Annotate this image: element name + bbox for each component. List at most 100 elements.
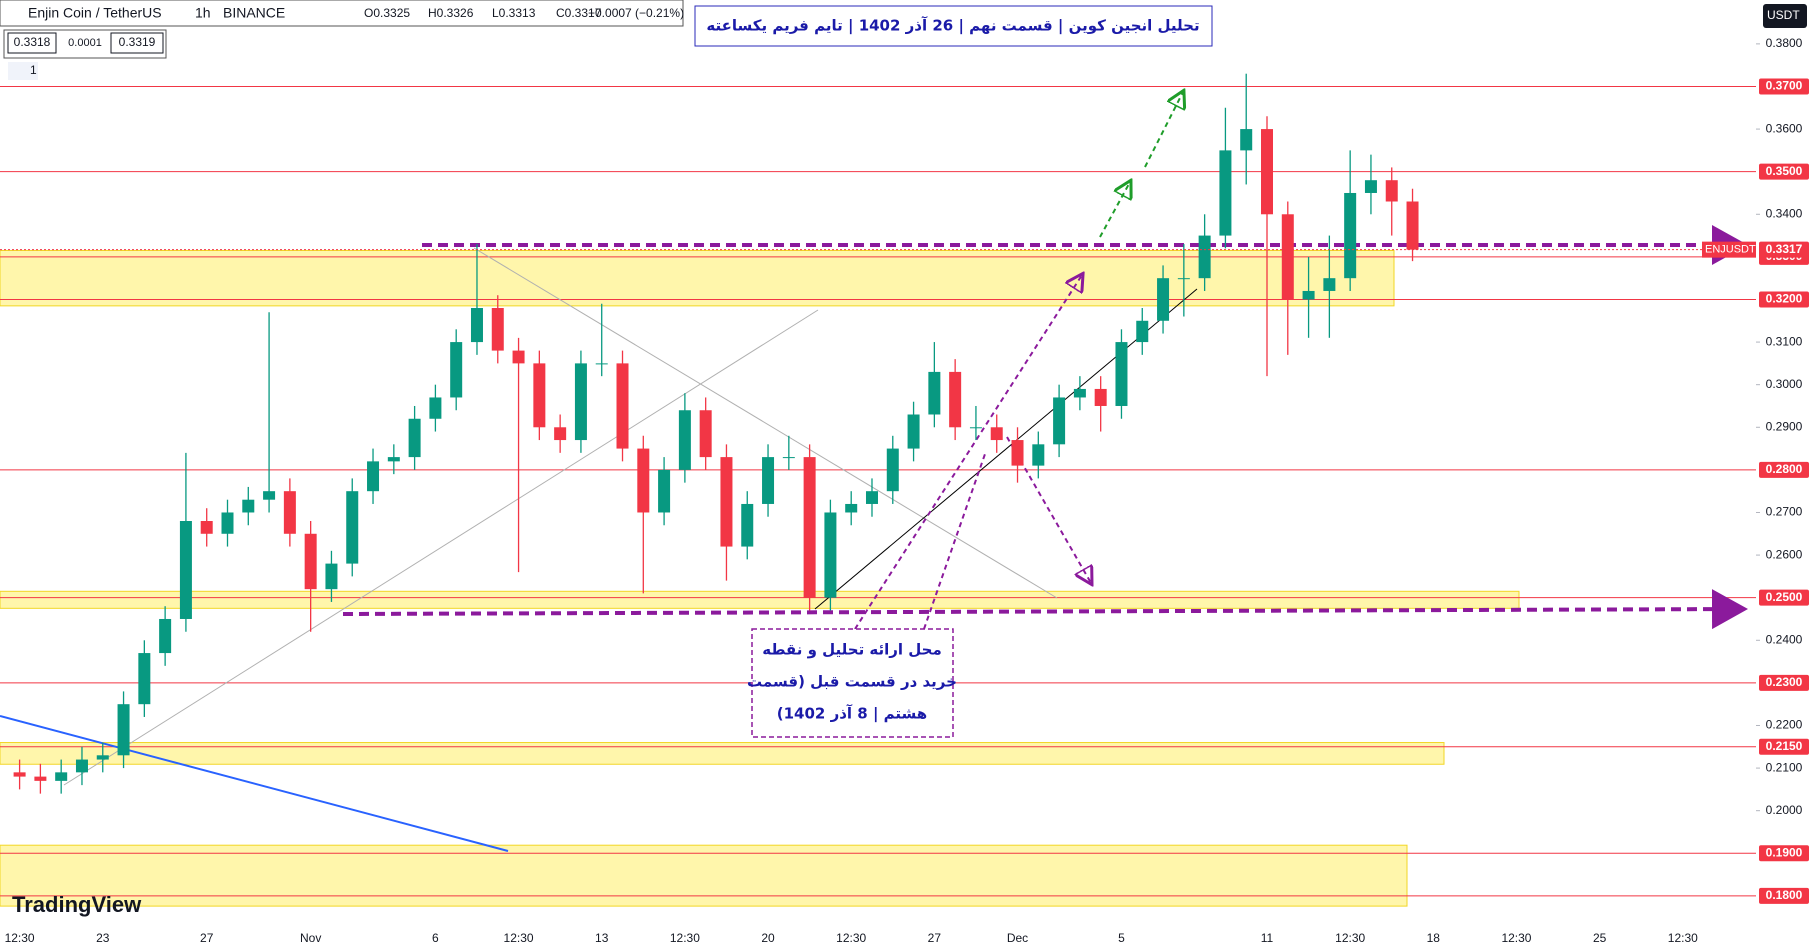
ohlc-high: H0.3326 xyxy=(428,6,474,20)
level-label-bg xyxy=(1759,589,1809,606)
time-axis xyxy=(0,924,1756,952)
ohlc-change: −0.0007 (−0.21%) xyxy=(588,6,684,20)
chart-title: تحلیل انجین کوین | قسمت نهم | 26 آذر 140… xyxy=(706,17,1199,36)
candle-body xyxy=(470,308,483,343)
y-tick-label: 0.3600 xyxy=(1766,121,1803,135)
candle-body xyxy=(1053,397,1066,445)
x-tick-label: 12:30 xyxy=(1501,931,1531,945)
spread: 0.0001 xyxy=(68,37,102,49)
candle-body xyxy=(138,653,151,705)
x-tick-label: 6 xyxy=(432,931,439,945)
candle-body xyxy=(325,563,338,590)
x-tick-label: 20 xyxy=(761,931,775,945)
x-tick-label: Dec xyxy=(1007,931,1028,945)
candle-body xyxy=(1157,278,1170,321)
candle-body xyxy=(34,776,47,781)
y-tick-label: 0.3400 xyxy=(1766,206,1803,220)
level-label: 0.3500 xyxy=(1766,164,1803,178)
candle-body xyxy=(346,491,359,564)
level-label-bg xyxy=(1759,461,1809,478)
candle-body xyxy=(886,448,899,492)
candle-body xyxy=(1406,201,1419,250)
y-tick-label: 0.3000 xyxy=(1766,377,1803,391)
last-price-label: 0.3317 xyxy=(1766,242,1803,256)
indicators-toggle[interactable] xyxy=(8,62,38,80)
candle-body xyxy=(512,350,525,364)
x-tick-label: 5 xyxy=(1118,931,1125,945)
x-tick-label: 12:30 xyxy=(5,931,35,945)
candle-body xyxy=(637,448,650,513)
candle-body xyxy=(242,499,255,513)
level-label: 0.2800 xyxy=(1766,462,1803,476)
candle-body xyxy=(928,371,941,415)
candle-body xyxy=(1073,388,1086,398)
zone xyxy=(0,742,1445,765)
x-tick-label: 12:30 xyxy=(670,931,700,945)
candle-body xyxy=(1364,180,1377,193)
y-tick-label: 0.2400 xyxy=(1766,632,1803,646)
bid-box xyxy=(7,32,57,54)
y-tick-label: 0.2200 xyxy=(1766,718,1803,732)
indicators-count: 1 xyxy=(30,63,37,77)
ask-box xyxy=(110,32,164,54)
level-label-bg xyxy=(1759,887,1809,904)
level-label: 0.2500 xyxy=(1766,590,1803,604)
trend-line xyxy=(0,715,509,852)
zone xyxy=(0,844,1408,907)
level-label: 0.1800 xyxy=(1766,888,1803,902)
candle-body xyxy=(678,410,691,470)
drawings xyxy=(0,92,1748,852)
interval: 1h xyxy=(195,5,211,21)
candle-body xyxy=(408,418,421,458)
level-label-bg xyxy=(1759,291,1809,308)
level-label-bg xyxy=(1759,78,1809,95)
ask[interactable]: 0.3319 xyxy=(119,35,156,49)
zone xyxy=(0,590,1520,609)
candle-body xyxy=(782,457,795,459)
y-tick-label: 0.2100 xyxy=(1766,760,1803,774)
candle-body xyxy=(263,491,276,500)
dashed-line xyxy=(342,589,1748,630)
x-tick-label: 12:30 xyxy=(504,931,534,945)
symbol-label: ENJUSDT xyxy=(1705,244,1756,256)
level-label-bg xyxy=(1759,845,1809,862)
candle-body xyxy=(990,427,1003,441)
candle-body xyxy=(865,491,878,504)
candle-body xyxy=(1177,278,1190,280)
y-tick-label: 0.2700 xyxy=(1766,505,1803,519)
candle-body xyxy=(595,363,608,365)
candle-body xyxy=(221,512,234,534)
annotation-box xyxy=(751,628,954,738)
x-tick-label: 13 xyxy=(595,931,609,945)
symbol-label-bg xyxy=(1702,241,1756,258)
arrow xyxy=(923,453,986,630)
candle-body xyxy=(1261,129,1273,215)
x-tick-label: 25 xyxy=(1593,931,1607,945)
candle-body xyxy=(533,363,546,428)
trend-line xyxy=(63,309,819,786)
last-price-bg xyxy=(1759,241,1809,258)
candle-body xyxy=(1011,440,1024,466)
candle-body xyxy=(1344,192,1357,279)
candle-body xyxy=(1302,290,1315,300)
arrow xyxy=(854,275,1082,630)
candle-body xyxy=(491,308,504,351)
arrow xyxy=(1099,182,1130,238)
ohlc-open: O0.3325 xyxy=(364,6,410,20)
bid[interactable]: 0.3318 xyxy=(14,35,51,49)
x-tick-label: 12:30 xyxy=(836,931,866,945)
y-tick-label: 0.3100 xyxy=(1766,334,1803,348)
currency-button[interactable] xyxy=(1763,4,1807,28)
x-tick-label: 11 xyxy=(1261,931,1274,945)
level-label-bg xyxy=(1759,163,1809,180)
x-tick-label: 23 xyxy=(96,931,110,945)
candle-body xyxy=(658,469,671,513)
level-label: 0.3200 xyxy=(1766,292,1803,306)
candle-body xyxy=(969,427,982,429)
candle-body xyxy=(1240,129,1253,151)
x-tick-label: Nov xyxy=(300,931,321,945)
candle-body xyxy=(1219,150,1232,236)
candle-body xyxy=(55,772,68,781)
candle-body xyxy=(907,414,920,449)
candle-body xyxy=(1032,444,1045,466)
